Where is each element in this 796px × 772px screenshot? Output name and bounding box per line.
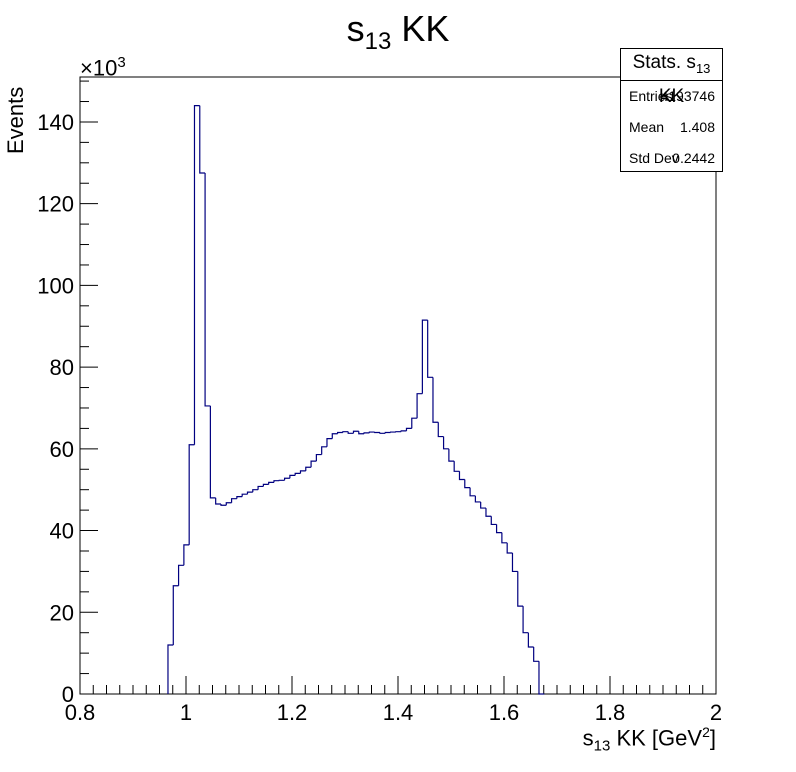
stats-label: Std Dev (629, 150, 679, 166)
x-tick-label: 1.6 (489, 700, 520, 725)
stats-value: 4193746 (660, 88, 715, 104)
histogram-bin (273, 480, 280, 483)
histogram-bin (199, 105, 206, 174)
histogram-bin (405, 427, 412, 431)
histogram-bin (469, 487, 476, 497)
histogram-bin (458, 471, 465, 481)
histogram-bin (225, 502, 232, 506)
histogram-bin (342, 431, 349, 433)
histogram-bin (283, 477, 290, 481)
histogram-bin (506, 542, 513, 554)
x-tick-label: 1 (180, 700, 192, 725)
histogram-bin (315, 453, 322, 462)
chart-title: s13 KK (346, 8, 450, 56)
stats-row-stddev: Std Dev 0.2442 (621, 143, 722, 174)
histogram-bin (453, 461, 460, 472)
histogram-bin (326, 438, 333, 447)
y-axis-label: Events (3, 86, 28, 154)
histogram-bin (400, 430, 407, 432)
histogram-bin (522, 606, 529, 634)
y-tick-label: 40 (50, 519, 74, 544)
histogram-bin (289, 474, 296, 479)
histogram-bin (485, 508, 492, 517)
histogram-bin (411, 417, 418, 429)
histogram-bin (193, 105, 200, 445)
histogram-bin (294, 472, 301, 476)
histogram-bin (538, 661, 545, 695)
histogram-bin (167, 644, 174, 694)
y-axis-multiplier: ×103 (80, 54, 126, 81)
x-tick-label: 2 (710, 700, 722, 725)
stats-row-entries: Entries 4193746 (621, 81, 722, 112)
histogram-bin (495, 524, 502, 534)
histogram-bin (358, 431, 365, 435)
histogram-bin (437, 422, 444, 438)
histogram-bin (310, 460, 317, 468)
histogram-bin (299, 470, 306, 474)
histogram-bin (384, 431, 391, 434)
histogram-bin (183, 544, 190, 566)
histogram-bin (177, 564, 184, 586)
histogram-bin (230, 498, 237, 503)
histogram-bin (347, 431, 354, 434)
stats-row-mean: Mean 1.408 (621, 112, 722, 143)
histogram-bin (379, 432, 386, 434)
stats-value: 1.408 (679, 119, 715, 135)
histogram-bin (215, 497, 221, 505)
histogram-bin (209, 405, 216, 499)
histogram-bin (490, 516, 497, 526)
histogram-bin (262, 483, 269, 487)
histogram-bin (527, 632, 534, 648)
y-tick-label: 80 (50, 355, 74, 380)
histogram-bin (427, 320, 433, 378)
histogram-bin (421, 319, 428, 394)
histogram-bin (257, 485, 264, 490)
histogram-bin (204, 173, 211, 407)
histogram-bin (448, 448, 455, 462)
histogram-bin (241, 493, 248, 497)
histogram-bin (511, 553, 518, 573)
y-tick-label: 0 (62, 682, 74, 707)
histogram-bin (474, 495, 481, 503)
histogram-bin (305, 466, 312, 471)
histogram-bin (220, 503, 227, 506)
histogram-bin (416, 393, 423, 419)
stats-box: Stats. s13 KK Entries 4193746 Mean 1.408… (620, 48, 723, 172)
y-tick-label: 60 (50, 437, 74, 462)
y-tick-label: 20 (50, 600, 74, 625)
histogram-bin (246, 491, 253, 495)
histogram-bin (331, 433, 338, 439)
histogram-bin (442, 436, 449, 450)
y-tick-label: 120 (37, 192, 74, 217)
stats-label: Entries (629, 88, 673, 104)
x-tick-label: 1.2 (277, 700, 308, 725)
x-tick-label: 1.8 (595, 700, 626, 725)
histogram-bin (321, 446, 327, 455)
histogram-bin (480, 501, 486, 509)
histogram-bin (336, 431, 343, 434)
histogram-bin (188, 444, 195, 545)
y-tick-label: 140 (37, 110, 74, 135)
histogram-bin (533, 647, 539, 662)
stats-value: 0.2442 (672, 150, 715, 166)
histogram-bin (236, 496, 243, 499)
histogram-bin (268, 481, 274, 485)
histogram-bin (368, 431, 375, 433)
x-tick-label: 1.4 (383, 700, 414, 725)
histogram-bin (363, 432, 370, 434)
stats-label: Mean (629, 119, 665, 135)
histogram-bin (252, 489, 259, 493)
stats-title: Stats. s13 KK (621, 49, 722, 107)
x-axis-label: s13 KK [GeV2] (582, 724, 716, 755)
histogram-bin (432, 377, 439, 423)
histogram-bin (501, 532, 508, 544)
histogram-bin (517, 571, 524, 607)
histogram-bin (352, 430, 359, 434)
histogram-bin (464, 479, 471, 489)
y-tick-label: 100 (37, 273, 74, 298)
x-tick-label: 0.8 (65, 700, 96, 725)
histogram-bin (172, 585, 179, 645)
